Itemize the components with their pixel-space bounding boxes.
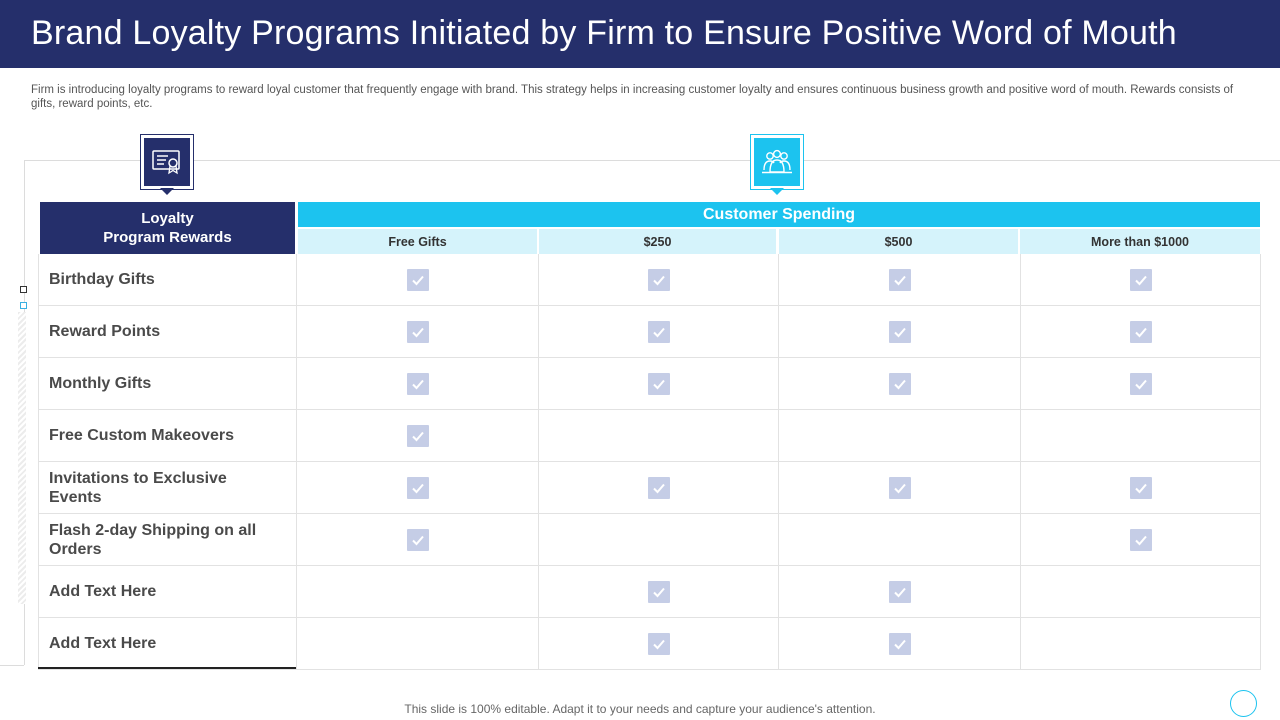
row-label: Reward Points (38, 306, 296, 357)
table-cell (1020, 618, 1261, 669)
table-cell (1020, 462, 1261, 513)
column-header-500: $500 (779, 229, 1018, 254)
table-cell (778, 566, 1020, 617)
checkmark-icon (647, 632, 670, 655)
table-row: Invitations to Exclusive Events (38, 462, 1261, 514)
checkmark-icon (888, 372, 911, 395)
table-cell (778, 462, 1020, 513)
table-row: Add Text Here (38, 566, 1261, 618)
checkmark-icon (647, 372, 670, 395)
row-label: Add Text Here (38, 566, 296, 617)
rewards-table: Birthday Gifts Reward Points Monthly Gifts… (38, 254, 1261, 670)
customers-icon-box (750, 134, 804, 195)
table-cell (296, 618, 538, 669)
pointer-arrow (160, 188, 174, 195)
table-row: Add Text Here (38, 618, 1261, 670)
table-cell (296, 306, 538, 357)
table-cell (1020, 566, 1261, 617)
checkmark-icon (1129, 268, 1152, 291)
table-cell (1020, 254, 1261, 305)
table-cell (778, 514, 1020, 565)
table-cell (1020, 306, 1261, 357)
checkmark-icon (647, 580, 670, 603)
checkmark-icon (888, 320, 911, 343)
table-cell (296, 410, 538, 461)
pointer-arrow (770, 188, 784, 195)
table-cell (296, 358, 538, 409)
table-row: Monthly Gifts (38, 358, 1261, 410)
checkmark-icon (406, 268, 429, 291)
checkmark-icon (647, 268, 670, 291)
table-cell (538, 566, 778, 617)
footer-text: This slide is 100% editable. Adapt it to… (404, 702, 876, 716)
table-cell (778, 618, 1020, 669)
column-header-free-gifts: Free Gifts (298, 229, 537, 254)
checkmark-icon (1129, 372, 1152, 395)
row-label: Free Custom Makeovers (38, 410, 296, 461)
table-cell (538, 618, 778, 669)
checkmark-icon (406, 424, 429, 447)
row-label: Flash 2-day Shipping on all Orders (38, 514, 296, 565)
checkmark-icon (888, 476, 911, 499)
checkmark-icon (406, 320, 429, 343)
checkmark-icon (406, 372, 429, 395)
circle-icon[interactable] (1230, 690, 1257, 717)
checkmark-icon (888, 580, 911, 603)
loyalty-rewards-header: Loyalty Program Rewards (40, 202, 295, 254)
selection-handle[interactable] (20, 302, 27, 309)
table-cell (778, 306, 1020, 357)
row-label: Birthday Gifts (38, 254, 296, 305)
table-cell (538, 410, 778, 461)
title-bar: Brand Loyalty Programs Initiated by Firm… (0, 0, 1280, 68)
frame-line-top (24, 160, 1280, 161)
table-cell (1020, 514, 1261, 565)
table-cell (538, 306, 778, 357)
checkmark-icon (647, 320, 670, 343)
frame-line-bottom (0, 665, 24, 666)
footer-note: This slide is 100% editable. Adapt it to… (0, 702, 1280, 716)
checkmark-icon (888, 268, 911, 291)
table-cell (538, 254, 778, 305)
table-bottom-rule (38, 667, 296, 669)
table-cell (538, 358, 778, 409)
table-row: Free Custom Makeovers (38, 410, 1261, 462)
customers-group-icon (762, 149, 792, 174)
table-cell (778, 254, 1020, 305)
checkmark-icon (1129, 528, 1152, 551)
intro-paragraph: Firm is introducing loyalty programs to … (31, 84, 1234, 110)
slide-title: Brand Loyalty Programs Initiated by Firm… (31, 14, 1177, 52)
table-cell (538, 514, 778, 565)
certificate-icon-box (140, 134, 194, 195)
checkmark-icon (1129, 320, 1152, 343)
table-cell (778, 358, 1020, 409)
checkmark-icon (647, 476, 670, 499)
column-header-more-than-1000: More than $1000 (1020, 229, 1260, 254)
selection-handle[interactable] (20, 286, 27, 293)
checkmark-icon (406, 528, 429, 551)
row-label: Add Text Here (38, 618, 296, 669)
checkmark-icon (888, 632, 911, 655)
column-header-250: $250 (539, 229, 776, 254)
selection-border (18, 312, 26, 604)
table-cell (296, 566, 538, 617)
table-cell (1020, 410, 1261, 461)
table-cell (778, 410, 1020, 461)
row-label: Invitations to Exclusive Events (38, 462, 296, 513)
row-label: Monthly Gifts (38, 358, 296, 409)
table-cell (296, 514, 538, 565)
customer-spending-header: Customer Spending (298, 202, 1260, 227)
table-row: Reward Points (38, 306, 1261, 358)
table-cell (1020, 358, 1261, 409)
table-cell (538, 462, 778, 513)
checkmark-icon (1129, 476, 1152, 499)
table-row: Birthday Gifts (38, 254, 1261, 306)
table-cell (296, 254, 538, 305)
checkmark-icon (406, 476, 429, 499)
certificate-icon (152, 150, 180, 175)
table-cell (296, 462, 538, 513)
table-row: Flash 2-day Shipping on all Orders (38, 514, 1261, 566)
